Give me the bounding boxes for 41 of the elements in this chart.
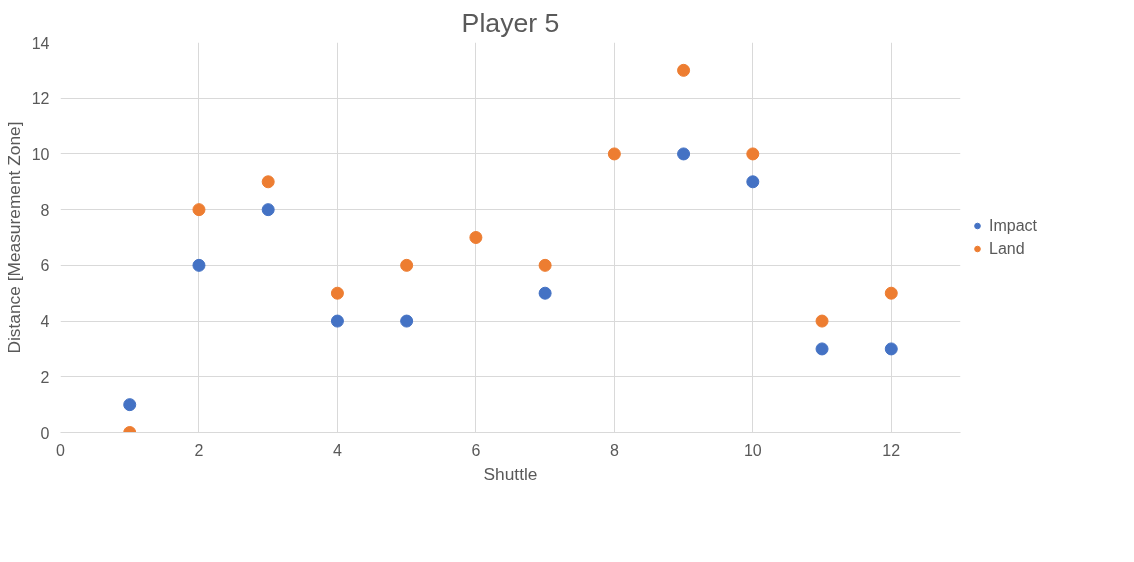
point <box>192 258 206 272</box>
point <box>469 231 483 244</box>
legend-label: Land <box>989 239 1025 258</box>
x-tick-label: 4 <box>332 441 342 459</box>
chart-title: Player 5 <box>461 7 560 38</box>
point <box>400 258 414 272</box>
x-tick-label: 8 <box>609 441 619 459</box>
point <box>400 314 414 328</box>
x-tick-label: 10 <box>743 441 762 459</box>
y-tick-label: 6 <box>40 257 50 275</box>
y-axis-title: Distance [Measurement Zone] <box>3 121 24 354</box>
point <box>192 203 206 217</box>
point <box>538 286 552 300</box>
y-tick-label: 10 <box>31 145 50 163</box>
point <box>746 147 760 161</box>
point <box>261 203 275 217</box>
x-tick-label: 6 <box>471 441 481 459</box>
point <box>677 147 691 161</box>
point <box>884 342 898 356</box>
y-tick-label: 12 <box>31 90 50 108</box>
point <box>261 175 275 189</box>
legend-label: Impact <box>989 216 1038 235</box>
y-tick-label: 14 <box>31 34 50 52</box>
point <box>746 175 760 189</box>
point <box>123 398 137 412</box>
x-tick-label: 0 <box>56 441 66 459</box>
x-tick-label: 12 <box>882 441 901 459</box>
point <box>538 258 552 272</box>
y-tick-label: 0 <box>40 424 50 442</box>
point <box>607 147 621 161</box>
point <box>815 314 829 328</box>
point <box>884 286 898 300</box>
y-tick-label: 8 <box>40 201 50 219</box>
point <box>330 314 344 328</box>
x-tick-label: 2 <box>194 441 204 459</box>
y-tick-label: 2 <box>40 368 50 386</box>
point <box>815 342 829 356</box>
y-tick-label: 4 <box>40 313 50 331</box>
point <box>677 63 691 77</box>
x-axis-title: Shuttle <box>483 463 538 484</box>
point <box>330 286 344 300</box>
